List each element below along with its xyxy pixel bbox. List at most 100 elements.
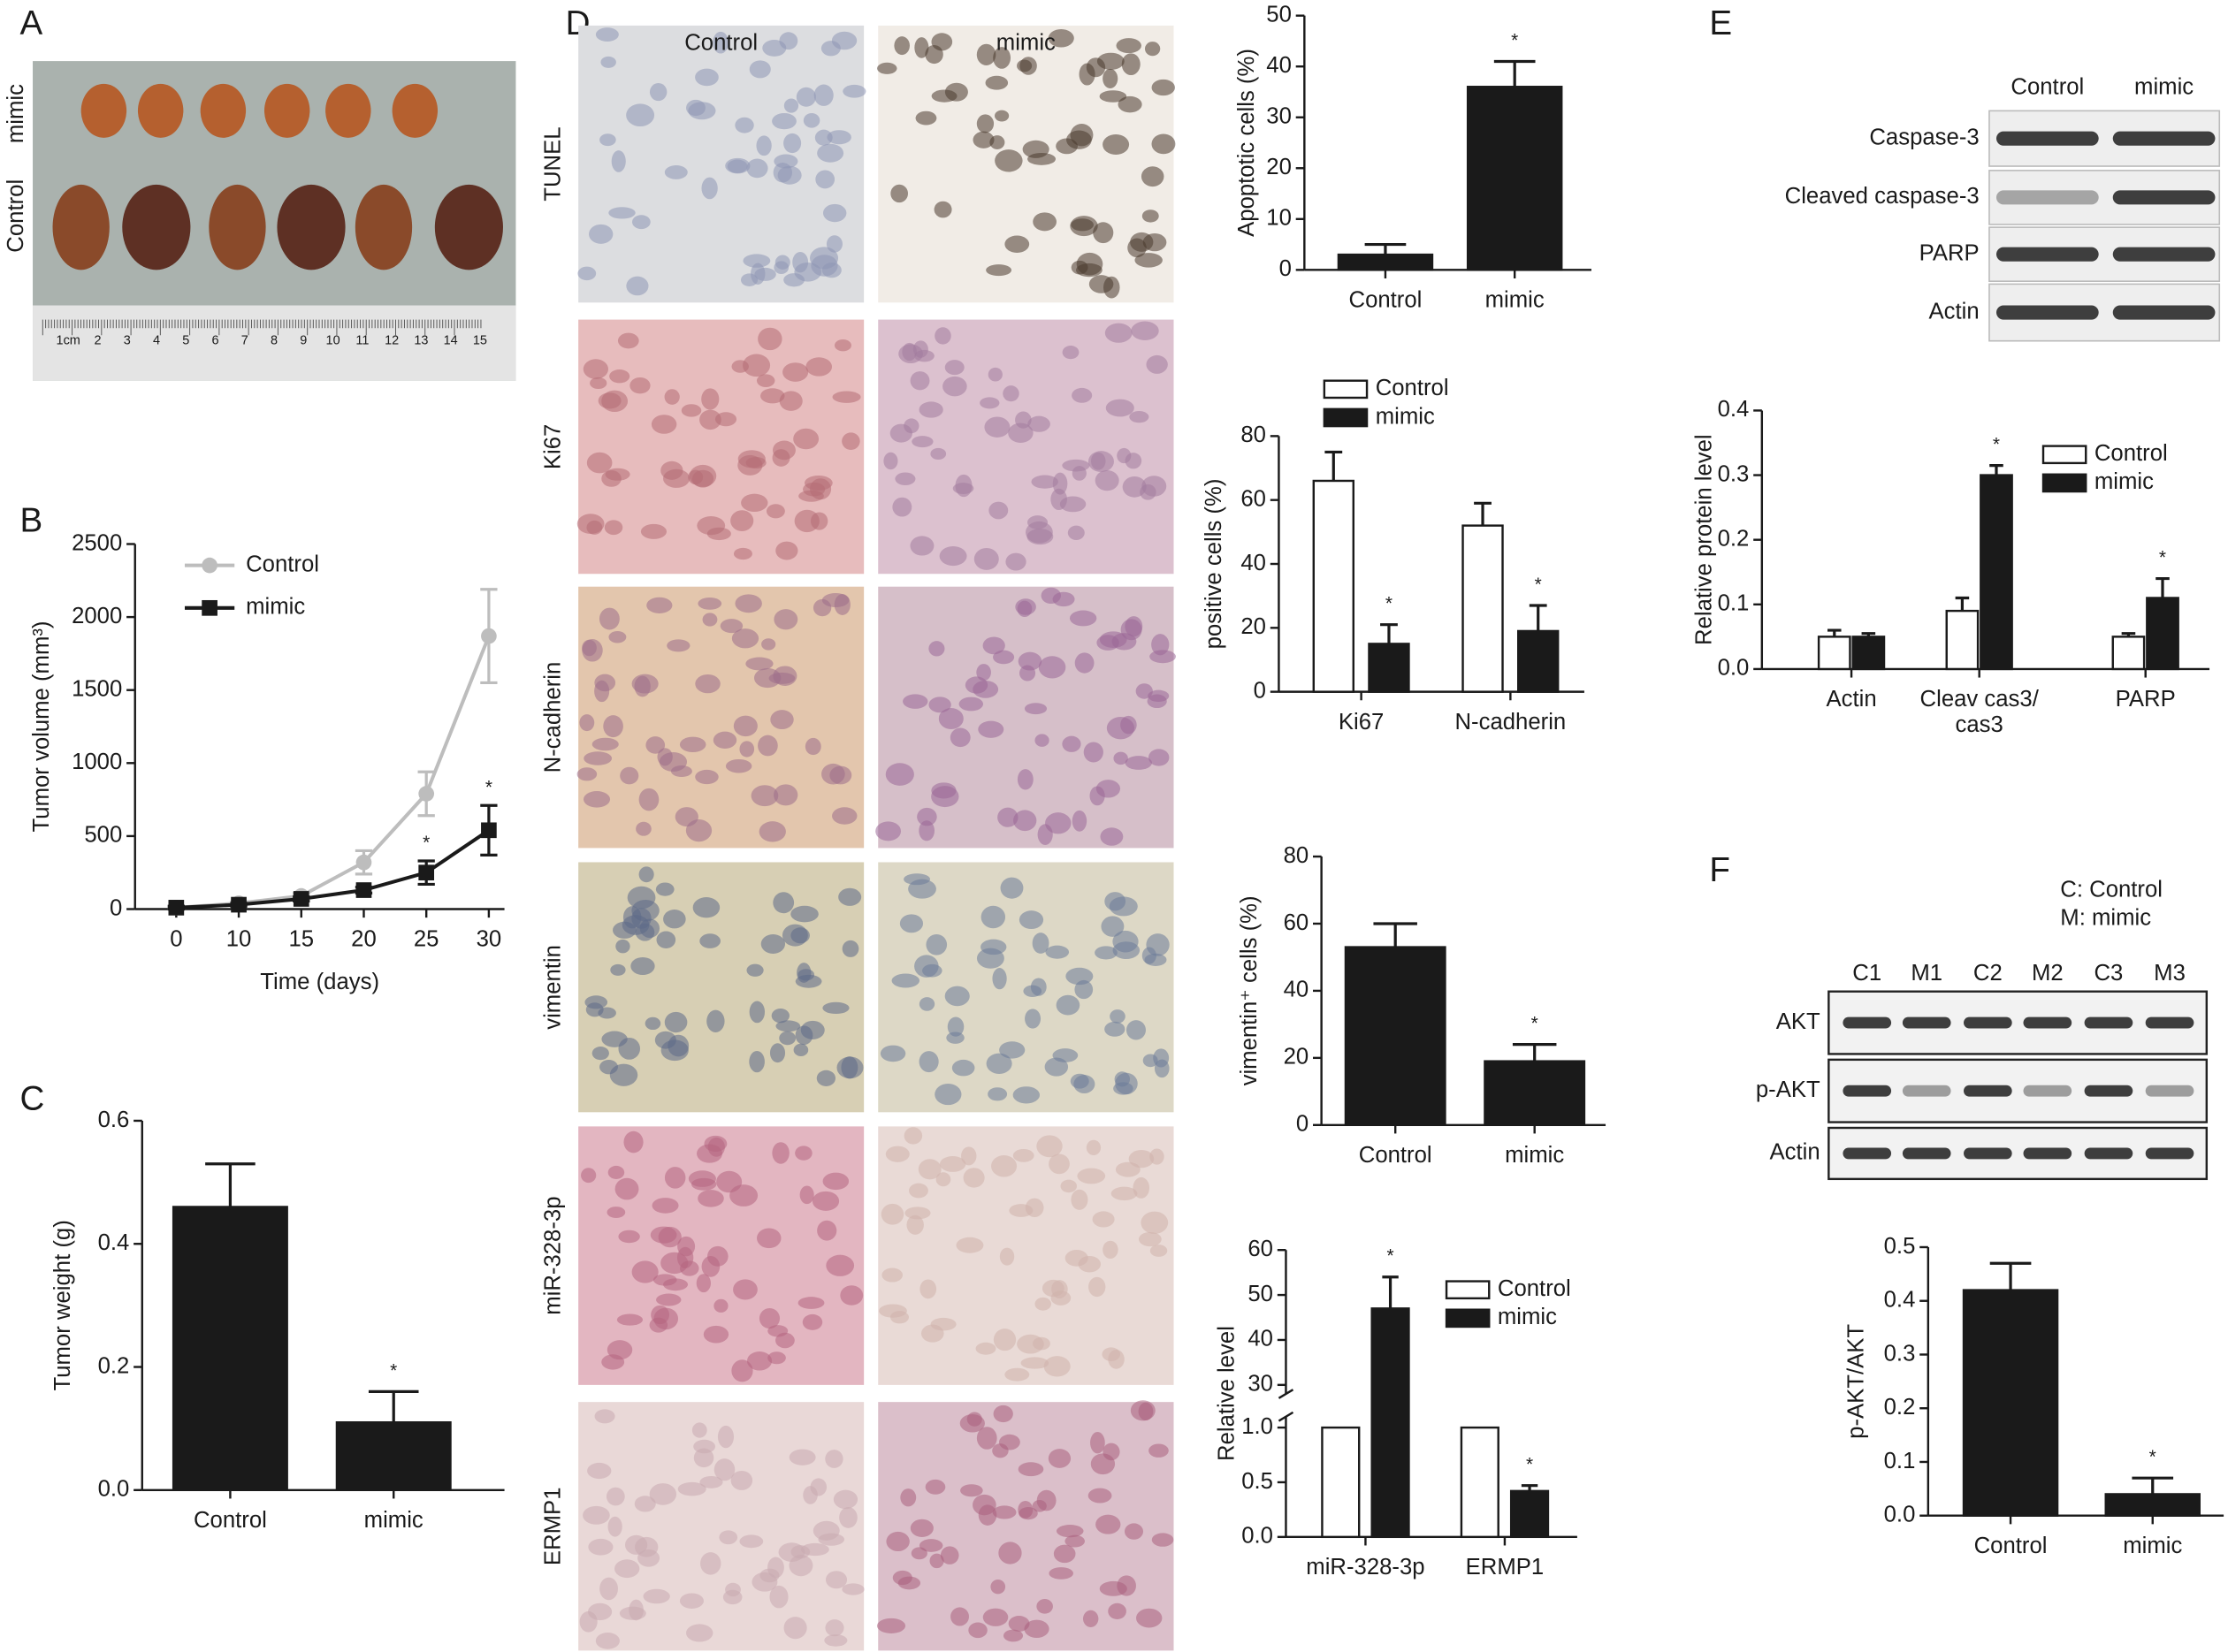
error-bar	[1529, 604, 1547, 631]
cell	[779, 391, 803, 411]
band	[1995, 305, 2099, 320]
cell	[775, 1332, 795, 1349]
significance: *	[1535, 575, 1542, 595]
error-bar	[1324, 450, 1343, 481]
cell	[649, 1483, 677, 1505]
cell	[1031, 475, 1058, 489]
x-tick-label: ERMP1	[1466, 1555, 1545, 1580]
cell	[1149, 1148, 1164, 1165]
y-tick-label: 0.2	[1884, 1395, 1916, 1420]
cell	[1147, 694, 1167, 709]
cell	[1036, 1489, 1057, 1511]
bar	[1466, 86, 1563, 271]
cell	[604, 520, 623, 536]
y-tick-label: 0.4	[1718, 397, 1750, 422]
cell	[842, 432, 860, 450]
error-bar	[368, 1389, 419, 1423]
cell	[656, 931, 676, 948]
cell	[1108, 1603, 1126, 1619]
cell	[591, 737, 619, 751]
cell	[664, 1167, 686, 1189]
y-tick-label: 0.4	[1884, 1288, 1916, 1313]
cell	[976, 948, 1004, 969]
cell	[1003, 1629, 1024, 1642]
cell	[586, 452, 613, 474]
x-tick-label: cas3	[1956, 712, 2003, 737]
significance: *	[2149, 1447, 2156, 1467]
cell	[796, 87, 816, 107]
significance: *	[423, 833, 430, 853]
cell	[822, 1172, 850, 1191]
cell	[1033, 212, 1057, 232]
cell	[779, 1031, 797, 1046]
cell	[743, 354, 771, 377]
cell	[614, 1177, 639, 1200]
cell	[1151, 1533, 1174, 1547]
cell	[598, 1007, 616, 1019]
cell	[1074, 979, 1094, 1000]
cell	[951, 1059, 975, 1077]
cell	[1083, 742, 1103, 763]
cell	[607, 1165, 625, 1179]
cell	[978, 720, 1004, 738]
cell	[760, 933, 786, 954]
cell	[995, 149, 1023, 172]
cell	[1125, 756, 1153, 770]
cell	[599, 133, 616, 147]
cell	[579, 1610, 598, 1633]
cell	[771, 1008, 790, 1024]
bar	[1484, 1060, 1586, 1126]
x-tick-label: mimic	[1505, 1143, 1564, 1168]
legend-swatch	[1445, 1280, 1491, 1300]
cell	[576, 767, 598, 781]
cell	[749, 1050, 765, 1073]
band	[1902, 1016, 1951, 1029]
column-label: Control	[2011, 74, 2084, 99]
cell	[1095, 780, 1121, 798]
cell	[599, 1577, 618, 1601]
cell	[1052, 1048, 1079, 1062]
cell	[1024, 1619, 1049, 1639]
cell	[769, 1585, 789, 1609]
cell	[910, 536, 935, 556]
cell	[636, 821, 652, 836]
row-label: Actin	[1929, 299, 1980, 324]
cell	[680, 1260, 699, 1276]
cell	[1027, 415, 1050, 432]
bar	[2104, 1493, 2201, 1517]
cell	[825, 1619, 844, 1637]
error-bar	[1380, 623, 1398, 644]
bar	[1368, 643, 1410, 693]
cell	[1149, 1245, 1168, 1257]
x-tick-label: 30	[477, 927, 502, 952]
cell	[1073, 1075, 1095, 1093]
cell	[688, 469, 704, 485]
bar	[1461, 524, 1504, 693]
cell	[778, 1542, 805, 1562]
cell	[777, 165, 802, 185]
cell	[1099, 631, 1127, 649]
legend-text: mimic	[246, 595, 305, 620]
x-tick-label: mimic	[2123, 1534, 2182, 1558]
cell	[613, 921, 637, 939]
cell	[1005, 552, 1026, 571]
x-tick-label: mimic	[364, 1508, 423, 1533]
cell	[988, 501, 1009, 520]
y-tick-label: 0.0	[98, 1477, 130, 1502]
y-tick-label: 60	[1240, 486, 1266, 511]
cell	[685, 1624, 713, 1642]
cell	[890, 184, 909, 203]
cell	[985, 75, 1009, 90]
cell	[783, 98, 799, 113]
cell	[919, 1279, 937, 1299]
cell	[631, 674, 659, 694]
cell	[832, 391, 861, 403]
cell	[980, 905, 1006, 929]
cell	[889, 423, 912, 443]
y-tick-label: 0.4	[98, 1230, 130, 1255]
bar	[172, 1206, 288, 1492]
cell	[725, 157, 751, 174]
panel-letter: A	[20, 4, 43, 42]
y-tick-label: 2000	[72, 604, 122, 628]
cell	[1131, 321, 1159, 340]
